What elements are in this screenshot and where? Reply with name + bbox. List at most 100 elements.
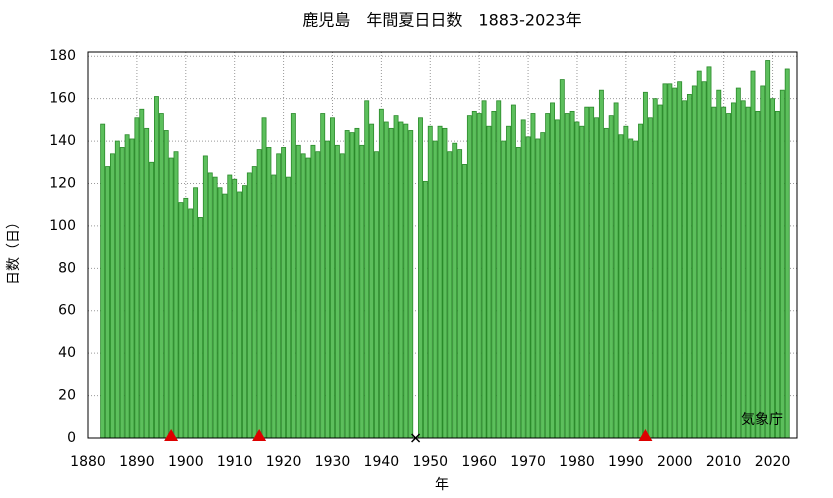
bar	[178, 202, 184, 439]
bar	[613, 102, 619, 439]
bar	[339, 153, 345, 439]
bar	[325, 140, 331, 439]
bar	[129, 138, 135, 439]
x-tick-label: 1880	[70, 454, 106, 470]
missing-marker	[411, 433, 421, 443]
bar	[222, 193, 228, 439]
bar	[109, 153, 115, 439]
bar	[447, 151, 453, 439]
bar	[427, 125, 433, 439]
bar	[711, 106, 717, 439]
bar	[515, 147, 521, 439]
bar	[114, 140, 120, 439]
x-tick-label: 1890	[119, 454, 155, 470]
bar	[506, 125, 511, 439]
y-tick-label: 40	[58, 345, 76, 361]
annotation: 気象庁	[741, 412, 783, 428]
bar	[755, 110, 761, 439]
bar	[462, 164, 467, 439]
bar	[149, 161, 155, 439]
bar	[721, 106, 727, 439]
bar	[510, 104, 516, 439]
bar	[608, 115, 614, 439]
bar	[261, 117, 267, 439]
bar	[344, 130, 350, 439]
bar	[682, 100, 687, 439]
bar	[740, 100, 746, 439]
bar	[554, 119, 560, 439]
relocation-marker	[638, 429, 653, 441]
relocation-marker	[164, 429, 179, 441]
bar	[163, 130, 169, 439]
bar	[471, 110, 477, 439]
bar	[496, 100, 502, 439]
bar	[584, 106, 590, 439]
bar	[442, 127, 448, 439]
x-tick-label: 2010	[706, 454, 742, 470]
x-tick-label: 1970	[510, 454, 546, 470]
bar	[652, 98, 658, 439]
bar	[198, 217, 203, 439]
bar	[359, 144, 365, 439]
bar	[598, 89, 604, 439]
bar	[745, 106, 751, 439]
bar	[774, 110, 780, 439]
bar	[677, 81, 683, 439]
bar	[525, 136, 531, 439]
bar	[144, 127, 150, 439]
y-tick-label: 20	[58, 388, 76, 404]
bar	[139, 108, 145, 439]
x-tick-label: 1940	[364, 454, 400, 470]
bar	[388, 127, 394, 439]
bar	[242, 185, 247, 439]
bar	[535, 138, 541, 439]
bar	[369, 123, 375, 439]
bar	[158, 113, 164, 439]
bar	[432, 140, 438, 439]
bar	[716, 89, 722, 439]
bar	[735, 87, 741, 439]
bar	[633, 140, 639, 439]
bar	[393, 115, 399, 439]
x-tick-label: 1960	[461, 454, 497, 470]
bar	[657, 104, 663, 439]
bar	[124, 134, 130, 439]
bar	[501, 140, 507, 439]
bar	[232, 178, 238, 439]
bar	[466, 115, 472, 439]
bar	[486, 125, 492, 439]
x-tick-label: 2000	[657, 454, 693, 470]
bar	[765, 60, 771, 439]
bar	[696, 70, 702, 439]
bar	[383, 121, 389, 439]
bar	[437, 125, 443, 439]
bar	[349, 132, 355, 439]
bar	[202, 155, 208, 439]
bar	[540, 132, 546, 439]
x-tick-label: 1990	[608, 454, 644, 470]
bar	[300, 153, 306, 439]
bar	[559, 79, 565, 439]
bar	[212, 176, 218, 439]
bar	[320, 113, 326, 439]
bar	[647, 117, 653, 439]
bar	[491, 110, 497, 439]
bar	[266, 147, 272, 439]
bar	[364, 100, 370, 439]
bar	[730, 102, 736, 439]
chart-title: 鹿児島 年間夏日日数 1883-2023年	[302, 11, 581, 30]
bar	[422, 180, 428, 439]
bar	[618, 134, 624, 439]
bar	[574, 121, 580, 439]
bar	[667, 83, 673, 439]
bar	[227, 174, 233, 439]
bar	[589, 106, 595, 439]
bar	[569, 110, 575, 439]
bar	[579, 125, 585, 439]
bar	[476, 113, 482, 439]
y-tick-label: 100	[49, 218, 76, 234]
bar	[256, 149, 262, 439]
bar	[271, 174, 277, 439]
plot-frame	[87, 51, 798, 439]
bar	[418, 117, 423, 439]
